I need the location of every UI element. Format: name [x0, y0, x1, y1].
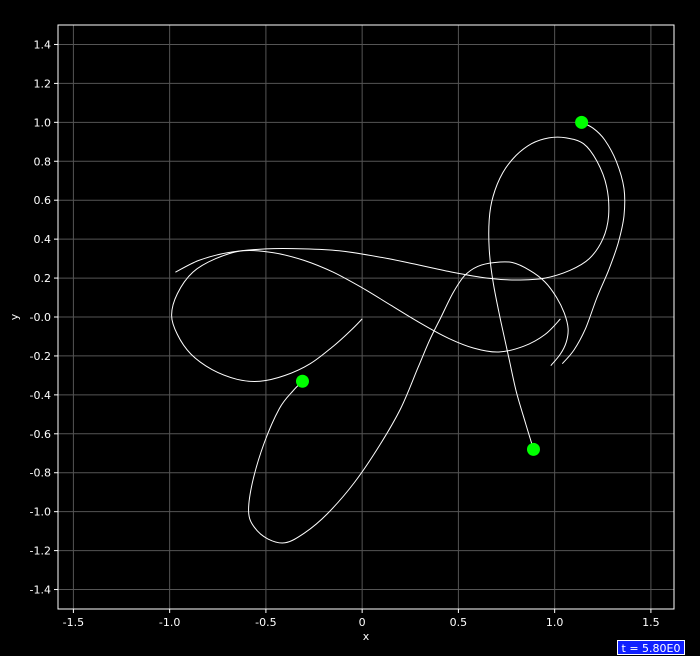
- y-tick-label: 1.4: [34, 38, 52, 51]
- x-tick-labels: -1.5 -1.0 -0.5 0 0.5 1.0 1.5: [63, 609, 660, 629]
- time-readout: t = 5.80E0: [617, 640, 685, 655]
- bodies: [295, 115, 589, 456]
- y-tick-label: 0.2: [34, 272, 52, 285]
- trail-2: [175, 136, 610, 450]
- y-tick-label: -0.4: [30, 389, 51, 402]
- x-tick-label: -0.5: [255, 616, 276, 629]
- body-3: [526, 442, 540, 456]
- y-tick-label: -1.0: [30, 506, 51, 519]
- body-2: [295, 374, 309, 388]
- y-tick-label: -1.2: [30, 545, 51, 558]
- x-tick-label: 1.5: [642, 616, 660, 629]
- body-1: [575, 115, 589, 129]
- y-tick-label: 0.8: [34, 155, 52, 168]
- trails: [171, 121, 626, 544]
- x-tick-label: 0.5: [450, 616, 468, 629]
- trail-1: [248, 261, 569, 544]
- x-tick-label: 0: [359, 616, 366, 629]
- x-axis-label: x: [363, 630, 370, 643]
- x-tick-label: -1.5: [63, 616, 84, 629]
- y-tick-label: 0.4: [34, 233, 52, 246]
- x-tick-label: 1.0: [546, 616, 564, 629]
- y-tick-label: 1.0: [34, 116, 52, 129]
- y-tick-labels: 1.4 1.2 1.0 0.8 0.6 0.4 0.2 -0.0 -0.2 -0.4 -0.6 -0.…: [30, 38, 58, 597]
- y-tick-label: -0.2: [30, 350, 51, 363]
- y-tick-label: -0.6: [30, 428, 51, 441]
- y-tick-label: 0.6: [34, 194, 52, 207]
- y-tick-label: -0.0: [30, 311, 51, 324]
- x-tick-label: -1.0: [159, 616, 180, 629]
- y-tick-label: -1.4: [30, 584, 51, 597]
- y-axis-label: y: [8, 313, 21, 320]
- trail-3: [561, 121, 626, 365]
- y-tick-label: 1.2: [34, 77, 52, 90]
- trail-4: [171, 249, 561, 382]
- plot-frame: [57, 24, 675, 610]
- y-tick-label: -0.8: [30, 467, 51, 480]
- grid: [58, 25, 674, 609]
